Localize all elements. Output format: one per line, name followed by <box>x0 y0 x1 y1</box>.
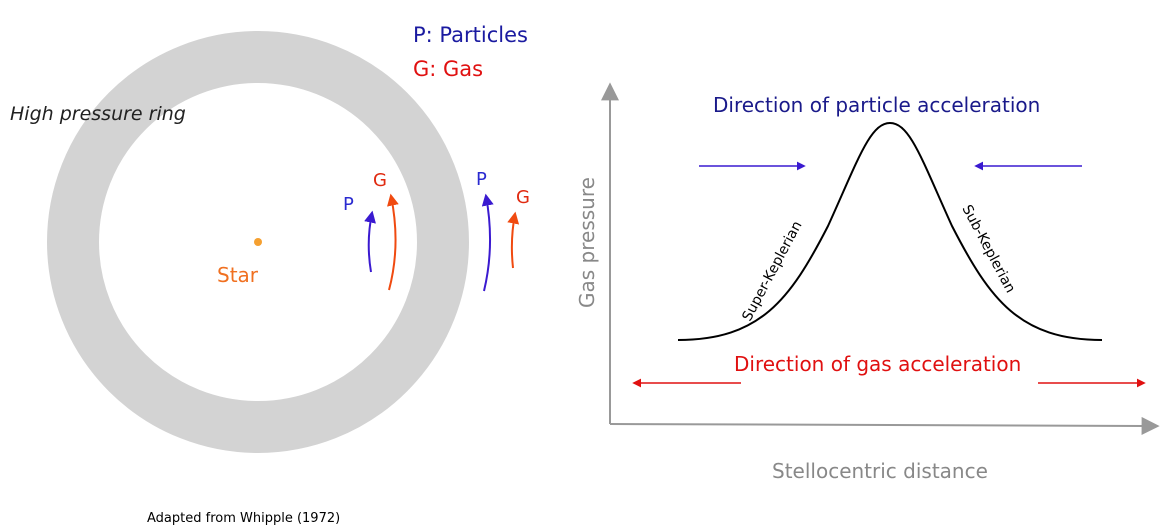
left-panel: High pressure ring Star P: Particles G: … <box>10 23 530 526</box>
sub-keplerian-label: Sub-Keplerian <box>958 202 1018 295</box>
legend-particles: P: Particles <box>413 23 528 47</box>
gas-acceleration-title: Direction of gas acceleration <box>734 352 1021 376</box>
inner-particle-label: P <box>343 194 354 215</box>
star-dot <box>254 238 262 246</box>
pressure-curve <box>677 121 1103 341</box>
inner-particle-arrow <box>364 210 376 273</box>
ring-label: High pressure ring <box>10 103 186 125</box>
inner-gas-label: G <box>373 170 387 191</box>
x-axis <box>609 416 1160 435</box>
right-panel: Gas pressure Stellocentric distance Dire… <box>575 82 1160 483</box>
x-axis-label: Stellocentric distance <box>772 459 988 483</box>
inner-gas-arrow <box>387 193 399 291</box>
outer-gas-arrow <box>507 211 520 269</box>
legend-gas: G: Gas <box>413 57 483 81</box>
outer-gas-label: G <box>516 187 530 208</box>
pressure-ring <box>47 31 469 453</box>
outer-particle-label: P <box>476 169 487 190</box>
y-axis-label: Gas pressure <box>575 177 599 308</box>
outer-particle-arrow <box>481 193 494 292</box>
credit-text: Adapted from Whipple (1972) <box>147 511 340 526</box>
particle-acceleration-title: Direction of particle acceleration <box>713 93 1040 117</box>
star-label: Star <box>217 263 259 287</box>
